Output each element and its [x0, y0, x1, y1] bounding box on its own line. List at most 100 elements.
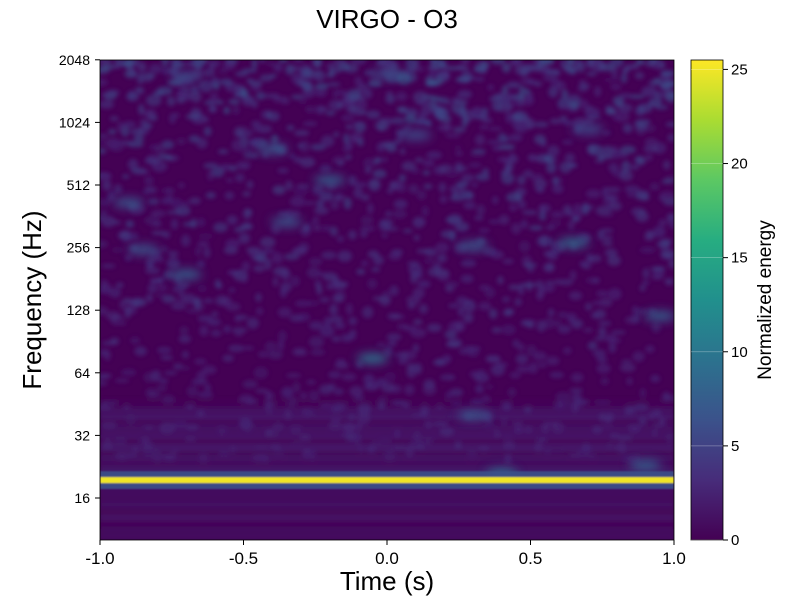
energy-blob — [256, 144, 289, 155]
texture-speck — [636, 60, 646, 65]
texture-speck — [100, 171, 112, 182]
texture-speck — [224, 191, 235, 200]
texture-speck — [526, 79, 538, 86]
texture-speck — [536, 291, 544, 301]
texture-speck — [337, 161, 344, 166]
texture-speck — [124, 413, 137, 424]
x-tick-label: -0.5 — [229, 549, 258, 568]
texture-speck — [216, 425, 228, 436]
energy-blobs — [112, 69, 674, 479]
texture-speck — [471, 148, 486, 154]
noise-texture — [100, 60, 674, 539]
texture-speck — [100, 381, 108, 386]
texture-speck — [171, 420, 188, 430]
texture-speck — [482, 425, 497, 431]
texture-speck — [416, 248, 431, 254]
texture-speck — [650, 374, 661, 383]
texture-speck — [346, 303, 353, 316]
texture-speck — [308, 257, 323, 266]
texture-speck — [368, 179, 381, 192]
texture-speck — [457, 306, 465, 317]
texture-speck — [423, 379, 436, 389]
texture-speck — [108, 128, 117, 135]
texture-speck — [347, 125, 355, 131]
texture-speck — [251, 60, 258, 70]
texture-band — [100, 512, 674, 515]
texture-speck — [330, 199, 340, 211]
colorbar-tick-label: 20 — [731, 156, 748, 173]
texture-speck — [445, 341, 462, 348]
x-tick-label: 0.0 — [375, 549, 399, 568]
texture-speck — [114, 436, 127, 446]
texture-speck — [111, 247, 124, 253]
texture-speck — [521, 255, 532, 266]
x-tick-label: -1.0 — [85, 549, 114, 568]
texture-speck — [428, 100, 438, 109]
texture-band — [100, 508, 674, 511]
texture-speck — [622, 123, 633, 134]
texture-speck — [122, 60, 134, 69]
texture-speck — [587, 341, 598, 351]
texture-speck — [180, 201, 191, 207]
texture-speck — [197, 240, 209, 248]
texture-speck — [620, 72, 628, 84]
y-tick-label: 32 — [74, 427, 90, 443]
texture-speck — [100, 306, 109, 316]
texture-speck — [166, 96, 176, 107]
texture-speck — [319, 403, 334, 408]
texture-speck — [549, 448, 565, 454]
texture-speck — [278, 330, 287, 343]
texture-speck — [435, 405, 445, 410]
texture-speck — [653, 77, 662, 83]
texture-speck — [107, 89, 120, 96]
texture-speck — [210, 77, 220, 87]
texture-speck — [594, 336, 606, 341]
texture-speck — [513, 425, 524, 434]
texture-speck — [271, 252, 284, 264]
texture-speck — [496, 103, 513, 113]
texture-speck — [185, 308, 202, 314]
texture-speck — [176, 137, 186, 145]
texture-speck — [194, 358, 207, 365]
texture-speck — [454, 440, 462, 450]
texture-speck — [570, 372, 584, 383]
texture-speck — [526, 344, 537, 357]
texture-band — [100, 500, 674, 503]
texture-speck — [424, 420, 433, 429]
texture-speck — [650, 266, 666, 271]
texture-speck — [363, 373, 375, 385]
texture-speck — [540, 422, 550, 433]
texture-speck — [271, 450, 285, 458]
texture-speck — [122, 121, 136, 128]
texture-speck — [117, 121, 125, 133]
texture-speck — [602, 424, 613, 430]
texture-speck — [378, 117, 394, 126]
texture-speck — [630, 164, 640, 170]
texture-speck — [290, 210, 301, 218]
texture-speck — [485, 354, 501, 363]
texture-speck — [161, 67, 170, 75]
texture-speck — [475, 384, 484, 394]
texture-speck — [260, 248, 275, 254]
texture-speck — [491, 326, 502, 334]
texture-speck — [196, 259, 206, 268]
texture-speck — [213, 222, 228, 233]
texture-speck — [503, 309, 513, 317]
texture-speck — [639, 387, 647, 399]
texture-speck — [384, 371, 397, 382]
texture-speck — [314, 206, 329, 215]
texture-speck — [389, 384, 402, 394]
texture-speck — [367, 80, 383, 88]
texture-speck — [186, 385, 199, 397]
texture-band — [100, 528, 674, 531]
texture-speck — [157, 276, 165, 285]
texture-speck — [228, 344, 244, 352]
texture-speck — [488, 219, 501, 224]
texture-speck — [463, 201, 476, 210]
texture-speck — [343, 197, 352, 210]
texture-speck — [129, 69, 137, 78]
texture-speck — [114, 378, 130, 383]
texture-speck — [530, 173, 544, 182]
texture-speck — [444, 330, 457, 339]
texture-speck — [170, 303, 187, 310]
